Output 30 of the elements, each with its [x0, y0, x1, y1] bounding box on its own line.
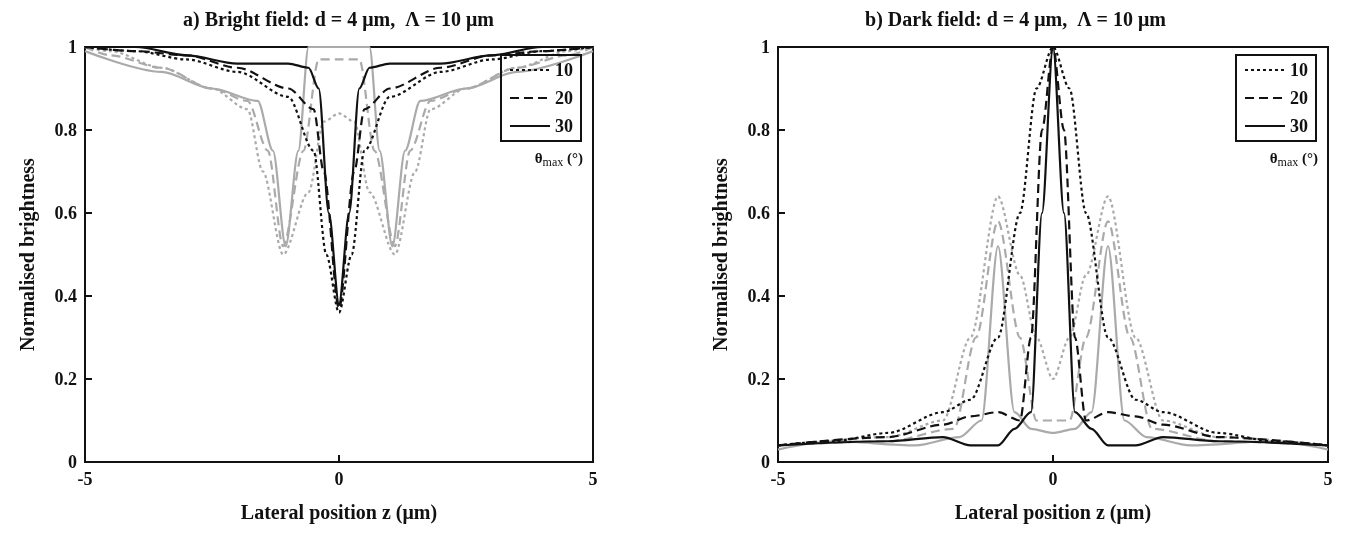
x-tick-label: -5: [77, 469, 93, 489]
chart-title: b) Dark field: d = 4 μm, Λ = 10 μm: [865, 8, 1167, 31]
y-tick-label: 0.8: [747, 120, 770, 140]
x-axis-title: Lateral position z (μm): [240, 501, 438, 524]
legend-label: 30: [1290, 116, 1308, 136]
legend-label: 20: [1290, 88, 1308, 108]
y-tick-label: 0.2: [747, 369, 770, 389]
y-tick-label: 0: [761, 452, 770, 472]
x-tick-label: -5: [770, 469, 786, 489]
y-tick-label: 0: [68, 452, 77, 472]
y-tick-label: 0.6: [747, 203, 770, 223]
x-tick-label: 0: [334, 469, 344, 489]
legend-label: 20: [555, 88, 573, 108]
x-tick-label: 0: [1048, 469, 1058, 489]
y-tick-label: 0.2: [54, 369, 77, 389]
y-axis-title: Normalised brightness: [709, 157, 732, 351]
y-tick-label: 0.4: [747, 286, 770, 306]
legend-label: 30: [555, 116, 573, 136]
x-tick-label: 5: [588, 469, 598, 489]
y-tick-label: 0.6: [54, 203, 77, 223]
y-tick-label: 1: [761, 37, 770, 57]
chart-title: a) Bright field: d = 4 μm, Λ = 10 μm: [183, 8, 495, 31]
y-tick-label: 0.4: [54, 286, 77, 306]
legend-label: 10: [1290, 60, 1308, 80]
x-tick-label: 5: [1323, 469, 1333, 489]
y-tick-label: 1: [68, 37, 77, 57]
y-tick-label: 0.8: [54, 120, 77, 140]
x-axis-title: Lateral position z (μm): [954, 501, 1152, 524]
legend-label: 10: [555, 60, 573, 80]
y-axis-title: Normalised brightness: [16, 157, 39, 351]
